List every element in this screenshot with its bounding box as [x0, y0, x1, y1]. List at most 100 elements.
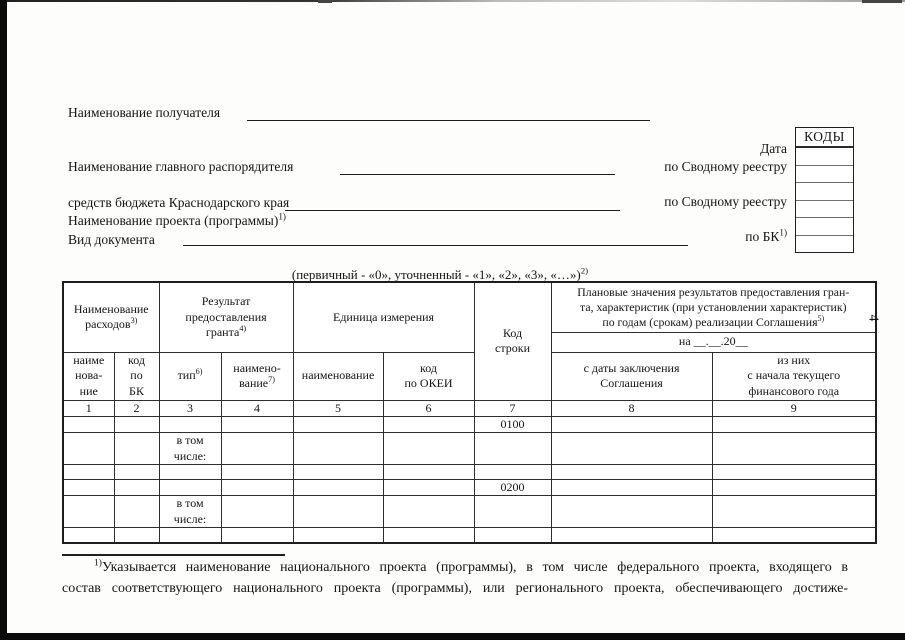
cell — [550, 495, 713, 529]
cell — [382, 463, 475, 480]
cell — [550, 432, 713, 465]
footnote: 1)Указывается наименование национального… — [62, 558, 848, 599]
including-label: в том числе: — [158, 432, 222, 465]
col-number: 9 — [711, 399, 877, 417]
cell — [158, 415, 222, 434]
cell — [382, 478, 475, 497]
codes-cell-registry-bk — [796, 201, 853, 218]
cell — [113, 415, 160, 434]
header-grant-result: Результат предоставления гранта4) — [158, 281, 294, 353]
registry2-label: по Сводному реестру — [664, 194, 787, 209]
cell — [292, 463, 384, 480]
subheader-type: тип6) — [158, 351, 222, 401]
codes-cell — [796, 236, 853, 253]
subheader-okei-code: код по ОКЕИ — [382, 351, 475, 401]
bk-label: по БК1) — [745, 227, 787, 244]
header-on-date: на __.__.20__ — [550, 331, 877, 353]
cell — [62, 432, 115, 465]
header-unit: Единица измерения — [292, 281, 475, 353]
col-number: 5 — [292, 399, 384, 417]
cell — [113, 478, 160, 497]
col-number: 2 — [113, 399, 160, 417]
scan-edge-bottom — [0, 633, 905, 640]
table-row: 0100 — [62, 415, 877, 434]
cell — [62, 415, 115, 434]
cell — [382, 495, 475, 529]
including-label: в том числе: — [158, 495, 222, 529]
codes-cell — [796, 183, 853, 201]
line-code-cell: 0200 — [473, 478, 552, 497]
col-number: 1 — [62, 399, 115, 417]
scan-artifact — [862, 0, 902, 3]
footnote-line-1: 1)Указывается наименование национального… — [94, 558, 848, 575]
cell — [220, 463, 294, 480]
cell — [113, 495, 160, 529]
doc-type-fill-line — [183, 245, 688, 246]
cell — [473, 527, 552, 544]
doc-type-note: (первичный - «0», уточненный - «1», «2»,… — [291, 265, 589, 282]
cell — [113, 463, 160, 480]
recipient-fill-line — [247, 120, 650, 121]
cell — [158, 527, 222, 544]
cell — [62, 463, 115, 480]
col-number: 6 — [382, 399, 475, 417]
scan-edge-left — [0, 0, 7, 640]
cell — [473, 463, 552, 480]
cell — [113, 432, 160, 465]
scan-artifact — [318, 0, 332, 3]
cell — [473, 495, 552, 529]
footnote-marker: 1) — [94, 558, 102, 569]
grbs-fill-line — [340, 174, 615, 175]
cell — [473, 432, 552, 465]
date-label: Дата — [760, 141, 787, 156]
doc-type-label: Вид документа — [68, 232, 155, 247]
line-code-cell: 0100 — [473, 415, 552, 434]
header-expenses: Наименование расходов3) — [62, 281, 160, 353]
cell — [292, 527, 384, 544]
footnote-separator — [62, 554, 285, 556]
header-line-code: Код строки — [473, 281, 552, 401]
codes-cell — [796, 218, 853, 236]
cell — [382, 432, 475, 465]
header-planned-values: Плановые значения результатов предоставл… — [550, 281, 877, 333]
subheader-bk-code: код по БК — [113, 351, 160, 401]
cell — [220, 495, 294, 529]
registry-label: по Сводному реестру — [664, 159, 787, 174]
cell — [711, 527, 877, 544]
cell — [711, 432, 877, 465]
cell — [711, 495, 877, 529]
subheader-unit-name: наименование — [292, 351, 384, 401]
cell — [292, 495, 384, 529]
cell — [158, 463, 222, 480]
codes-box-header: КОДЫ — [796, 128, 853, 148]
col-number: 7 — [473, 399, 552, 417]
cell — [292, 432, 384, 465]
table-row — [62, 463, 877, 480]
cell — [220, 478, 294, 497]
footnote-ref-1: 1) — [278, 211, 286, 222]
codes-cell-date — [796, 148, 853, 166]
cell — [550, 463, 713, 480]
table-row — [62, 527, 877, 544]
table-row: в том числе: — [62, 432, 877, 465]
footnote-ref-2: 2) — [580, 265, 589, 276]
project-label: Наименование проекта (программы)1) — [68, 211, 286, 228]
codes-cell-registry — [796, 166, 853, 183]
col-number: 4 — [220, 399, 294, 417]
cell — [550, 478, 713, 497]
recipient-label: Наименование получателя — [68, 105, 221, 120]
col-number: 8 — [550, 399, 713, 417]
subheader-result-name: наимено- вание7) — [220, 351, 294, 401]
cell — [711, 415, 877, 434]
project-fill-line — [285, 210, 620, 211]
cell — [550, 527, 713, 544]
cell — [158, 478, 222, 497]
cell — [62, 478, 115, 497]
cell — [220, 415, 294, 434]
cell — [292, 415, 384, 434]
scan-edge-top — [0, 0, 905, 2]
cell — [382, 415, 475, 434]
footnote-line-2: состав соответствующего национального пр… — [62, 580, 848, 596]
grbs-label: Наименование главного распорядителя сред… — [68, 159, 294, 210]
